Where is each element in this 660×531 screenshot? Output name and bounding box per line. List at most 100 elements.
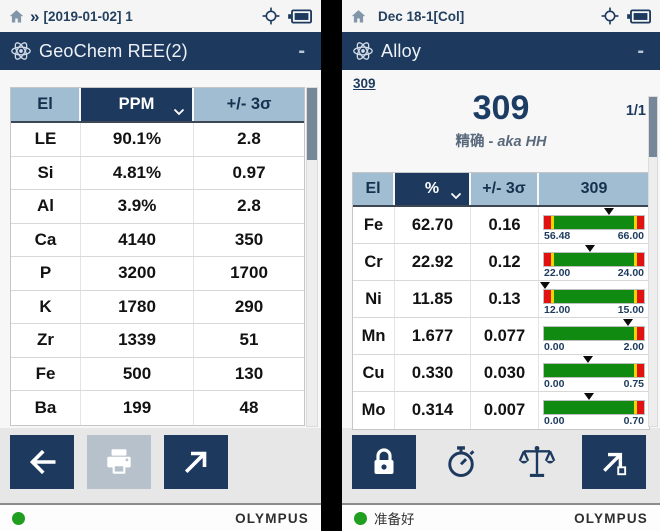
table-row[interactable]: Cr 22.92 0.12 22.00 24.00 (353, 244, 649, 281)
header-sigma[interactable]: +/- 3σ (471, 173, 539, 205)
ready-indicator-dot (12, 511, 25, 525)
left-status-bar: » [2019-01-02] 1 (0, 0, 321, 32)
table-row[interactable]: LE 90.1% 2.8 (11, 123, 304, 157)
left-button-bar (0, 428, 321, 503)
table-row[interactable]: Si 4.81% 0.97 (11, 156, 304, 190)
spec-bar (543, 400, 645, 416)
sigma-value: 0.030 (471, 355, 539, 391)
element-symbol: Fe (353, 207, 395, 243)
atom-icon (353, 42, 373, 60)
minimize-button[interactable]: - (637, 39, 644, 62)
lock-button[interactable] (352, 435, 416, 489)
element-symbol: Cu (353, 355, 395, 391)
spec-max: 66.00 (617, 229, 644, 242)
sigma-value: 0.12 (471, 244, 539, 280)
lock-icon (374, 448, 394, 474)
element-symbol: Si (11, 156, 81, 189)
left-footer: OLYMPUS (0, 503, 321, 531)
spec-max: 0.70 (623, 415, 644, 428)
spec-min: 0.00 (544, 415, 565, 428)
table-row[interactable]: P 3200 1700 (11, 257, 304, 291)
scrollbar-thumb[interactable] (307, 88, 317, 160)
percent-value: 62.70 (395, 207, 471, 243)
timer-button[interactable] (429, 435, 493, 489)
spec-range-bar: 0.00 2.00 (539, 318, 649, 354)
header-percent-label: % (424, 180, 440, 197)
olympus-logo: OLYMPUS (574, 510, 648, 526)
left-content: El PPM +/- 3σ LE 90.1% 2.8 Si 4.81% 0.97 Al 3… (0, 70, 321, 428)
sigma-value: 48 (239, 397, 259, 417)
percent-value: 1.677 (395, 318, 471, 354)
right-title-bar: Alloy - (342, 32, 660, 70)
element-symbol: Cr (353, 244, 395, 280)
back-button[interactable] (10, 435, 74, 489)
element-symbol: Al (11, 190, 81, 223)
table-row[interactable]: Mo 0.314 0.007 0.00 0.70 (353, 392, 649, 429)
element-symbol: Fe (11, 357, 81, 390)
table-row[interactable]: Ba 199 48 (11, 391, 304, 425)
table-row[interactable]: Al 3.9% 2.8 (11, 190, 304, 224)
ready-status-label: 准备好 (374, 512, 415, 527)
left-title-bar: GeoChem REE(2) - (0, 32, 321, 70)
percent-value: 0.330 (395, 355, 471, 391)
spec-bar (543, 325, 645, 341)
right-content: 309 309 1/1 精确 - aka HH El % +/- 3σ 309 … (342, 70, 660, 430)
sigma-value: 2.8 (237, 129, 261, 149)
spec-min: 12.00 (544, 303, 571, 316)
spec-min: 56.48 (544, 229, 571, 242)
gps-icon (262, 7, 280, 25)
sigma-value: 0.16 (471, 207, 539, 243)
element-symbol: Ni (353, 281, 395, 317)
table-row[interactable]: Mn 1.677 0.077 0.00 2.00 (353, 318, 649, 355)
balance-button[interactable] (505, 435, 569, 489)
sigma-value: 290 (234, 296, 264, 316)
spec-bar (543, 362, 645, 378)
spec-min: 22.00 (544, 266, 571, 279)
header-ppm[interactable]: PPM (81, 88, 194, 121)
element-symbol: Mo (353, 392, 395, 429)
measured-marker (623, 318, 633, 326)
match-page-indicator: 1/1 (625, 103, 646, 119)
match-subtitle: 精确 - aka HH (342, 130, 660, 151)
spec-range-bar: 22.00 24.00 (539, 244, 649, 280)
print-button[interactable] (87, 435, 151, 489)
export-button[interactable] (581, 435, 646, 489)
home-icon[interactable] (350, 8, 367, 25)
header-element[interactable]: El (353, 173, 395, 205)
spec-max: 15.00 (617, 303, 644, 316)
scrollbar[interactable] (648, 96, 658, 427)
chevron-down-icon (173, 108, 185, 116)
measured-marker (585, 244, 595, 252)
battery-icon (288, 8, 313, 24)
element-symbol: K (11, 290, 81, 323)
table-row[interactable]: Ni 11.85 0.13 12.00 15.00 (353, 281, 649, 318)
ready-indicator-dot (354, 511, 367, 525)
header-grade-spec[interactable]: 309 (539, 173, 649, 205)
measured-marker (540, 281, 550, 289)
sigma-value: 0.97 (232, 162, 266, 182)
results-table: El PPM +/- 3σ LE 90.1% 2.8 Si 4.81% 0.97 Al 3… (10, 87, 305, 426)
table-row[interactable]: Zr 1339 51 (11, 324, 304, 358)
header-percent[interactable]: % (395, 173, 471, 205)
table-row[interactable]: Ca 4140 350 (11, 223, 304, 257)
minimize-button[interactable]: - (298, 39, 305, 62)
ppm-value: 500 (81, 357, 194, 390)
table-row[interactable]: Cu 0.330 0.030 0.00 0.75 (353, 355, 649, 392)
mode-title: Alloy (381, 40, 422, 61)
table-row[interactable]: Fe 500 130 (11, 357, 304, 391)
export-button[interactable] (164, 435, 228, 489)
scrollbar-thumb[interactable] (649, 97, 657, 157)
element-symbol: LE (11, 123, 81, 156)
right-footer: 准备好 OLYMPUS (342, 503, 660, 531)
chevron-down-icon (450, 192, 462, 200)
scrollbar[interactable] (306, 87, 318, 427)
home-icon[interactable] (8, 8, 25, 25)
header-sigma[interactable]: +/- 3σ (194, 88, 304, 121)
file-label: Dec 18-1[Col] (378, 8, 465, 24)
table-row[interactable]: K 1780 290 (11, 290, 304, 324)
table-row[interactable]: Fe 62.70 0.16 56.48 66.00 (353, 207, 649, 244)
sigma-value: 0.007 (471, 392, 539, 429)
header-element[interactable]: El (11, 88, 81, 121)
grade-link[interactable]: 309 (353, 76, 376, 91)
export-arrow-icon (184, 451, 207, 474)
